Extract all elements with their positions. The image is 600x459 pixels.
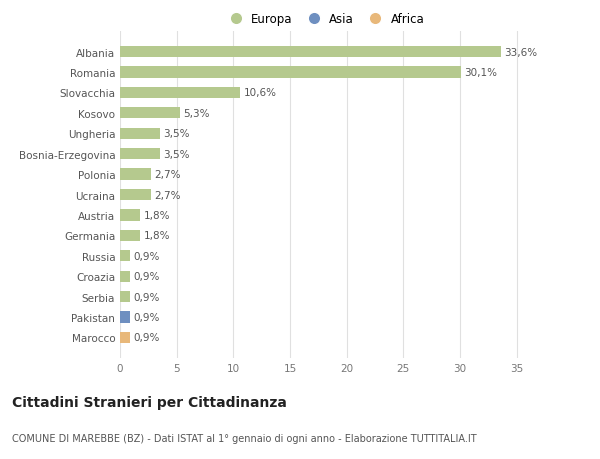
Bar <box>120 190 151 201</box>
Text: 10,6%: 10,6% <box>244 88 277 98</box>
Text: 0,9%: 0,9% <box>134 333 160 342</box>
Bar <box>120 149 160 160</box>
Bar <box>120 312 130 323</box>
Text: 1,8%: 1,8% <box>144 231 170 241</box>
Bar <box>120 88 240 99</box>
Bar <box>120 108 180 119</box>
Bar <box>120 230 140 241</box>
Text: COMUNE DI MAREBBE (BZ) - Dati ISTAT al 1° gennaio di ogni anno - Elaborazione TU: COMUNE DI MAREBBE (BZ) - Dati ISTAT al 1… <box>12 433 476 442</box>
Text: 3,5%: 3,5% <box>163 149 190 159</box>
Bar <box>120 251 130 262</box>
Text: 30,1%: 30,1% <box>464 68 497 78</box>
Text: 0,9%: 0,9% <box>134 292 160 302</box>
Bar <box>120 67 461 78</box>
Bar <box>120 332 130 343</box>
Text: 5,3%: 5,3% <box>184 109 210 118</box>
Bar <box>120 271 130 282</box>
Text: 33,6%: 33,6% <box>504 48 538 57</box>
Text: 0,9%: 0,9% <box>134 251 160 261</box>
Text: 3,5%: 3,5% <box>163 129 190 139</box>
Bar <box>120 291 130 302</box>
Bar <box>120 210 140 221</box>
Bar <box>120 169 151 180</box>
Text: 2,7%: 2,7% <box>154 190 181 200</box>
Text: 0,9%: 0,9% <box>134 312 160 322</box>
Text: 2,7%: 2,7% <box>154 170 181 180</box>
Bar <box>120 129 160 140</box>
Legend: Europa, Asia, Africa: Europa, Asia, Africa <box>219 9 429 31</box>
Text: Cittadini Stranieri per Cittadinanza: Cittadini Stranieri per Cittadinanza <box>12 395 287 409</box>
Text: 1,8%: 1,8% <box>144 210 170 220</box>
Bar <box>120 47 501 58</box>
Text: 0,9%: 0,9% <box>134 272 160 281</box>
